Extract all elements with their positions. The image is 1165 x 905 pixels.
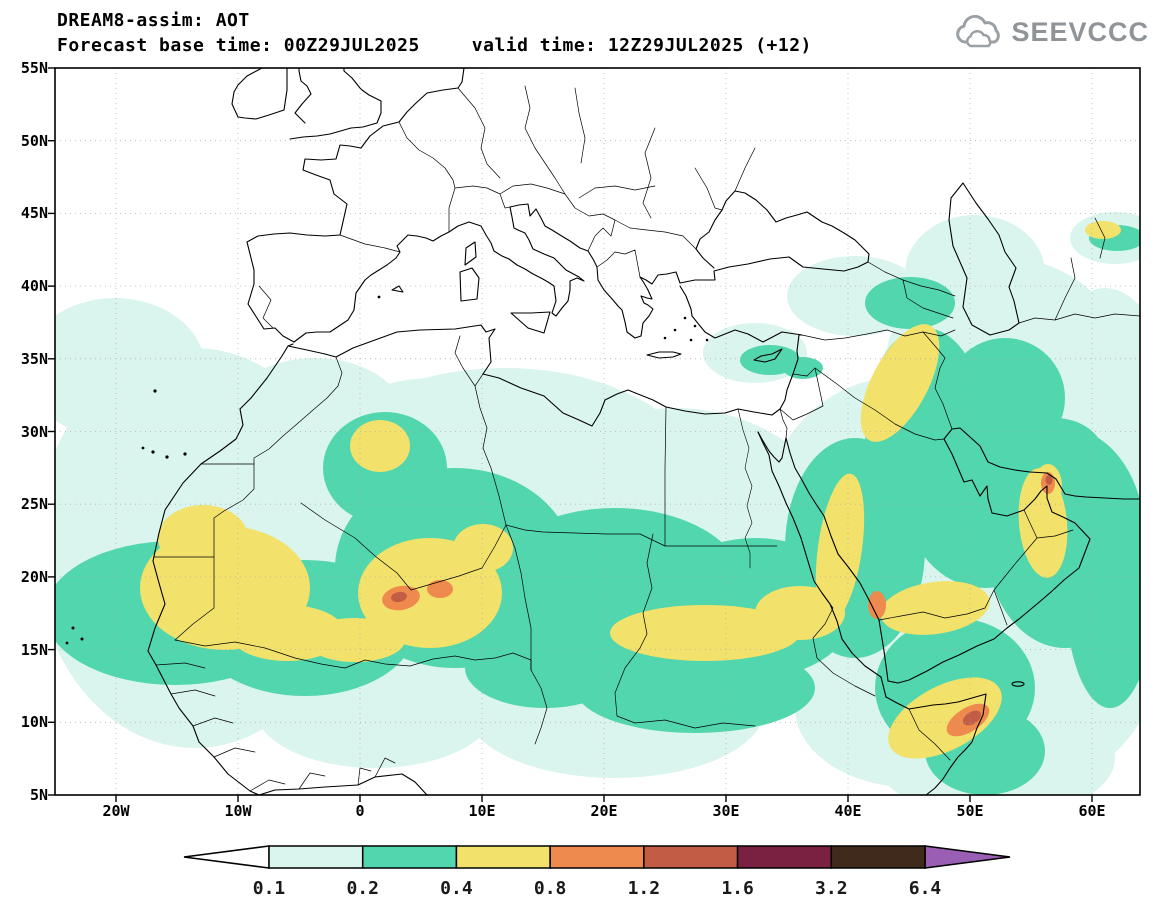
map-header: DREAM8-assim: AOT Forecast base time: 00… bbox=[57, 8, 812, 58]
lat-label: 20N bbox=[20, 567, 48, 586]
lon-label: 20W bbox=[102, 802, 130, 820]
lat-label: 45N bbox=[20, 204, 48, 223]
lat-label: 10N bbox=[20, 713, 48, 732]
lon-label: 10W bbox=[224, 802, 252, 820]
seevccc-logo: SEEVCCC bbox=[953, 12, 1149, 52]
lat-label: 15N bbox=[20, 640, 48, 659]
forecast-base-time: Forecast base time: 00Z29JUL2025 bbox=[57, 35, 420, 56]
colorbar: 0.1 0.2 0.4 0.8 1.2 1.6 3.2 6.4 bbox=[182, 838, 1012, 902]
lat-label: 5N bbox=[29, 786, 48, 804]
colorbar-segment bbox=[549, 845, 645, 869]
axis-ticks bbox=[48, 67, 1093, 802]
valid-time: valid time: 12Z29JUL2025 (+12) bbox=[471, 35, 812, 56]
country-borders bbox=[153, 85, 1140, 792]
colorbar-level-label: 1.2 bbox=[628, 878, 661, 899]
lat-label: 40N bbox=[20, 277, 48, 296]
graticule bbox=[55, 68, 1140, 795]
colorbar-level-label: 0.4 bbox=[440, 878, 473, 899]
lon-label: 60E bbox=[1078, 802, 1106, 820]
colorbar-segment bbox=[830, 845, 926, 869]
logo-text: SEEVCCC bbox=[1011, 16, 1149, 47]
lat-label: 30N bbox=[20, 422, 48, 441]
colorbar-arrow bbox=[183, 845, 270, 869]
colorbar-segment bbox=[268, 845, 364, 869]
colorbar-level-label: 3.2 bbox=[815, 878, 848, 899]
map-area: 55N 50N 45N 40N 35N 30N 25N 20N 15N 10N 5N 20W 10W 0… bbox=[21, 58, 1150, 820]
colorbar-level-label: 1.6 bbox=[721, 878, 754, 899]
colorbar-level-label: 0.1 bbox=[253, 878, 286, 899]
lon-label: 50E bbox=[956, 802, 984, 820]
colorbar-segment bbox=[643, 845, 739, 869]
coastlines bbox=[147, 68, 1140, 795]
lat-label: 55N bbox=[20, 59, 48, 77]
lon-label: 0 bbox=[355, 802, 365, 820]
colorbar-level-label: 6.4 bbox=[909, 878, 942, 899]
contour-1p2 bbox=[391, 475, 1053, 726]
colorbar-arrow bbox=[924, 845, 1011, 869]
lat-label: 35N bbox=[20, 349, 48, 368]
lon-label: 20E bbox=[590, 802, 618, 820]
cloud-icon bbox=[956, 14, 1001, 48]
lat-label: 50N bbox=[20, 131, 48, 150]
page-title: DREAM8-assim: AOT bbox=[57, 10, 250, 31]
lat-label: 25N bbox=[20, 495, 48, 514]
colorbar-segment bbox=[361, 845, 458, 869]
lon-label: 30E bbox=[712, 802, 740, 820]
lon-label: 40E bbox=[834, 802, 862, 820]
forecast-map bbox=[48, 67, 1141, 802]
islands bbox=[65, 295, 709, 645]
colorbar-segment bbox=[455, 845, 551, 869]
colorbar-segment bbox=[736, 845, 833, 869]
aot-contours bbox=[55, 212, 1140, 795]
lon-label: 10E bbox=[468, 802, 496, 820]
colorbar-level-label: 0.2 bbox=[346, 878, 379, 899]
colorbar-level-label: 0.8 bbox=[534, 878, 567, 899]
